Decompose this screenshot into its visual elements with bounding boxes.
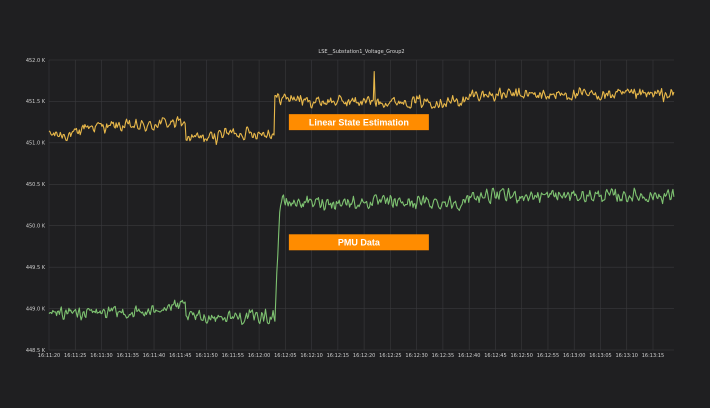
y-tick-label: 449.0 K bbox=[26, 306, 46, 312]
y-tick-label: 451.0 K bbox=[26, 141, 46, 147]
x-tick-label: 16:12:35 bbox=[432, 353, 454, 359]
x-tick-label: 16:12:00 bbox=[248, 353, 270, 359]
series-line-2 bbox=[48, 187, 675, 325]
series-group bbox=[48, 71, 675, 325]
annotation-label: PMU Data bbox=[338, 238, 381, 248]
x-tick-label: 16:12:50 bbox=[510, 353, 532, 359]
x-tick-label: 16:13:00 bbox=[563, 353, 585, 359]
x-tick-label: 16:12:20 bbox=[353, 353, 375, 359]
x-tick-label: 16:13:05 bbox=[589, 353, 611, 359]
x-tick-label: 16:11:45 bbox=[169, 353, 191, 359]
annotation-box bbox=[288, 114, 429, 131]
y-tick-label: 452.0 K bbox=[26, 58, 46, 64]
x-tick-label: 16:13:15 bbox=[642, 353, 664, 359]
x-tick-label: 16:12:30 bbox=[405, 353, 427, 359]
x-tick-label: 16:11:40 bbox=[143, 353, 165, 359]
y-tick-label: 450.5 K bbox=[26, 182, 46, 188]
x-tick-label: 16:11:50 bbox=[195, 353, 217, 359]
y-axis-ticks: 448.5 K 449.0 K 449.5 K 450.0 K 450.5 K 451.0… bbox=[26, 58, 46, 354]
y-tick-label: 450.0 K bbox=[26, 224, 46, 230]
x-tick-label: 16:12:25 bbox=[379, 353, 401, 359]
x-tick-label: 16:11:20 bbox=[38, 353, 60, 359]
x-tick-label: 16:12:10 bbox=[300, 353, 322, 359]
annotation-label: Linear State Estimation bbox=[309, 117, 409, 127]
x-tick-label: 16:11:30 bbox=[90, 353, 112, 359]
annotations: Linear State Estimation PMU Data bbox=[288, 114, 429, 251]
x-tick-label: 16:11:25 bbox=[64, 353, 86, 359]
annotation-box bbox=[288, 234, 429, 251]
y-tick-label: 448.5 K bbox=[26, 348, 46, 354]
x-tick-label: 16:12:55 bbox=[537, 353, 559, 359]
x-tick-label: 16:13:10 bbox=[615, 353, 637, 359]
series-line-1 bbox=[48, 71, 675, 146]
x-axis-ticks: 16:11:20 16:11:25 16:11:30 16:11:35 16:11:40… bbox=[38, 353, 664, 359]
x-tick-label: 16:12:05 bbox=[274, 353, 296, 359]
y-tick-label: 449.5 K bbox=[26, 265, 46, 271]
x-tick-label: 16:12:15 bbox=[327, 353, 349, 359]
x-tick-label: 16:12:40 bbox=[458, 353, 480, 359]
x-tick-label: 16:11:35 bbox=[117, 353, 139, 359]
y-tick-label: 451.5 K bbox=[26, 99, 46, 105]
chart-title: LSE__Substation1_Voltage_Group2 bbox=[318, 49, 404, 55]
x-tick-label: 16:11:55 bbox=[222, 353, 244, 359]
x-tick-label: 16:12:45 bbox=[484, 353, 506, 359]
